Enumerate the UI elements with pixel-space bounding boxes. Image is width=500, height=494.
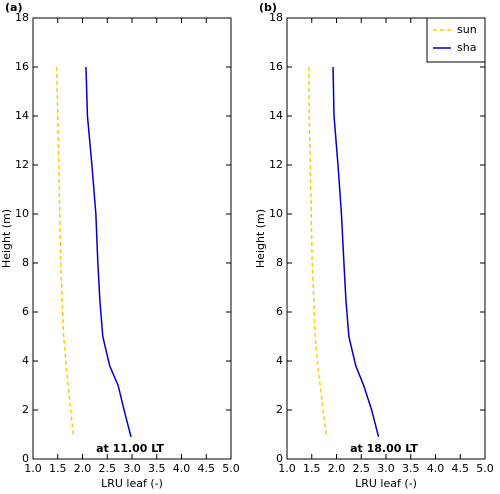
plot-area [286, 17, 486, 460]
y-tick-label: 10 [15, 207, 29, 220]
y-axis-label: Height (m) [0, 209, 13, 268]
x-tick-label: 2.0 [328, 462, 346, 475]
y-tick-label: 14 [269, 109, 283, 122]
y-tick-label: 16 [15, 60, 29, 73]
y-axis-label: Height (m) [254, 209, 267, 268]
x-tick-label: 4.0 [173, 462, 191, 475]
x-tick-label: 4.5 [198, 462, 216, 475]
series-line [332, 66, 380, 438]
legend-label: sha [457, 41, 476, 54]
x-tick-label: 3.0 [377, 462, 395, 475]
y-tick-label: 14 [15, 109, 29, 122]
x-tick-label: 1.0 [24, 462, 42, 475]
series-line [308, 66, 328, 438]
x-tick-label: 3.5 [402, 462, 420, 475]
y-tick-label: 0 [276, 452, 283, 465]
annotation: at 11.00 LT [96, 442, 164, 455]
y-tick-label: 0 [22, 452, 29, 465]
x-tick-label: 3.0 [123, 462, 141, 475]
x-tick-label: 1.5 [303, 462, 321, 475]
x-tick-label: 4.5 [452, 462, 470, 475]
y-tick-label: 8 [276, 256, 283, 269]
y-tick-label: 8 [22, 256, 29, 269]
y-tick-label: 2 [276, 403, 283, 416]
series-line [56, 66, 75, 438]
x-tick-label: 2.5 [353, 462, 371, 475]
x-axis-label: LRU leaf (-) [355, 477, 417, 490]
x-tick-label: 1.5 [49, 462, 67, 475]
panel-label: (a) [5, 1, 22, 14]
y-tick-label: 6 [276, 305, 283, 318]
x-tick-label: 2.5 [99, 462, 117, 475]
plot-area [32, 17, 232, 460]
panel-label: (b) [259, 1, 277, 14]
x-tick-label: 4.0 [427, 462, 445, 475]
x-tick-label: 5.0 [476, 462, 494, 475]
x-tick-label: 2.0 [74, 462, 92, 475]
x-tick-label: 3.5 [148, 462, 166, 475]
y-tick-label: 6 [22, 305, 29, 318]
y-tick-label: 4 [22, 354, 29, 367]
y-tick-label: 18 [269, 11, 283, 24]
y-tick-label: 2 [22, 403, 29, 416]
x-tick-label: 1.0 [278, 462, 296, 475]
y-tick-label: 10 [269, 207, 283, 220]
annotation: at 18.00 LT [350, 442, 418, 455]
y-tick-label: 4 [276, 354, 283, 367]
x-tick-label: 5.0 [222, 462, 240, 475]
y-tick-label: 18 [15, 11, 29, 24]
legend-label: sun [457, 23, 477, 36]
series-line [85, 66, 132, 438]
y-tick-label: 16 [269, 60, 283, 73]
x-axis-label: LRU leaf (-) [101, 477, 163, 490]
legend-box [426, 17, 486, 63]
y-tick-label: 12 [269, 158, 283, 171]
y-tick-label: 12 [15, 158, 29, 171]
